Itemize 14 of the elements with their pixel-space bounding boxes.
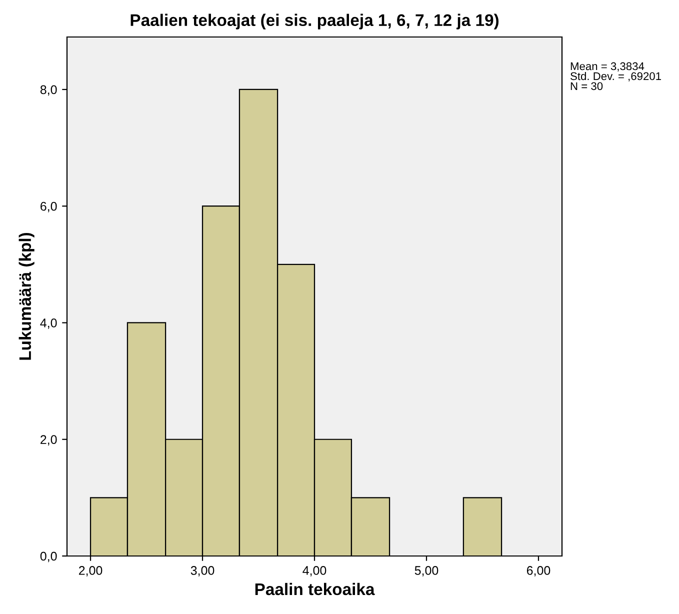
x-tick-label: 3,00 (190, 566, 214, 576)
x-tick-label: 5,00 (414, 566, 438, 576)
x-axis-title: Paalin tekoaika (255, 582, 375, 596)
x-tick-label: 4,00 (302, 566, 326, 576)
y-tick-label: 8,0 (40, 85, 57, 96)
y-tick-label: 2,0 (40, 435, 57, 446)
y-axis-title: Lukumäärä (kpl) (18, 232, 34, 360)
text: Mean = 3,3834 Std. Dev. = ,69201 N = 30 (570, 62, 661, 90)
y-tick-label: 6,0 (40, 202, 57, 212)
chart-title: Paalien tekoajat (ei sis. paaleja 1, 6, 7, 12 ja 19) (130, 14, 499, 30)
x-tick-label: 2,00 (78, 566, 102, 576)
y-tick-label: 0,0 (40, 552, 57, 562)
x-tick-label: 6,00 (526, 566, 550, 576)
y-tick-label: 4,0 (40, 318, 57, 329)
